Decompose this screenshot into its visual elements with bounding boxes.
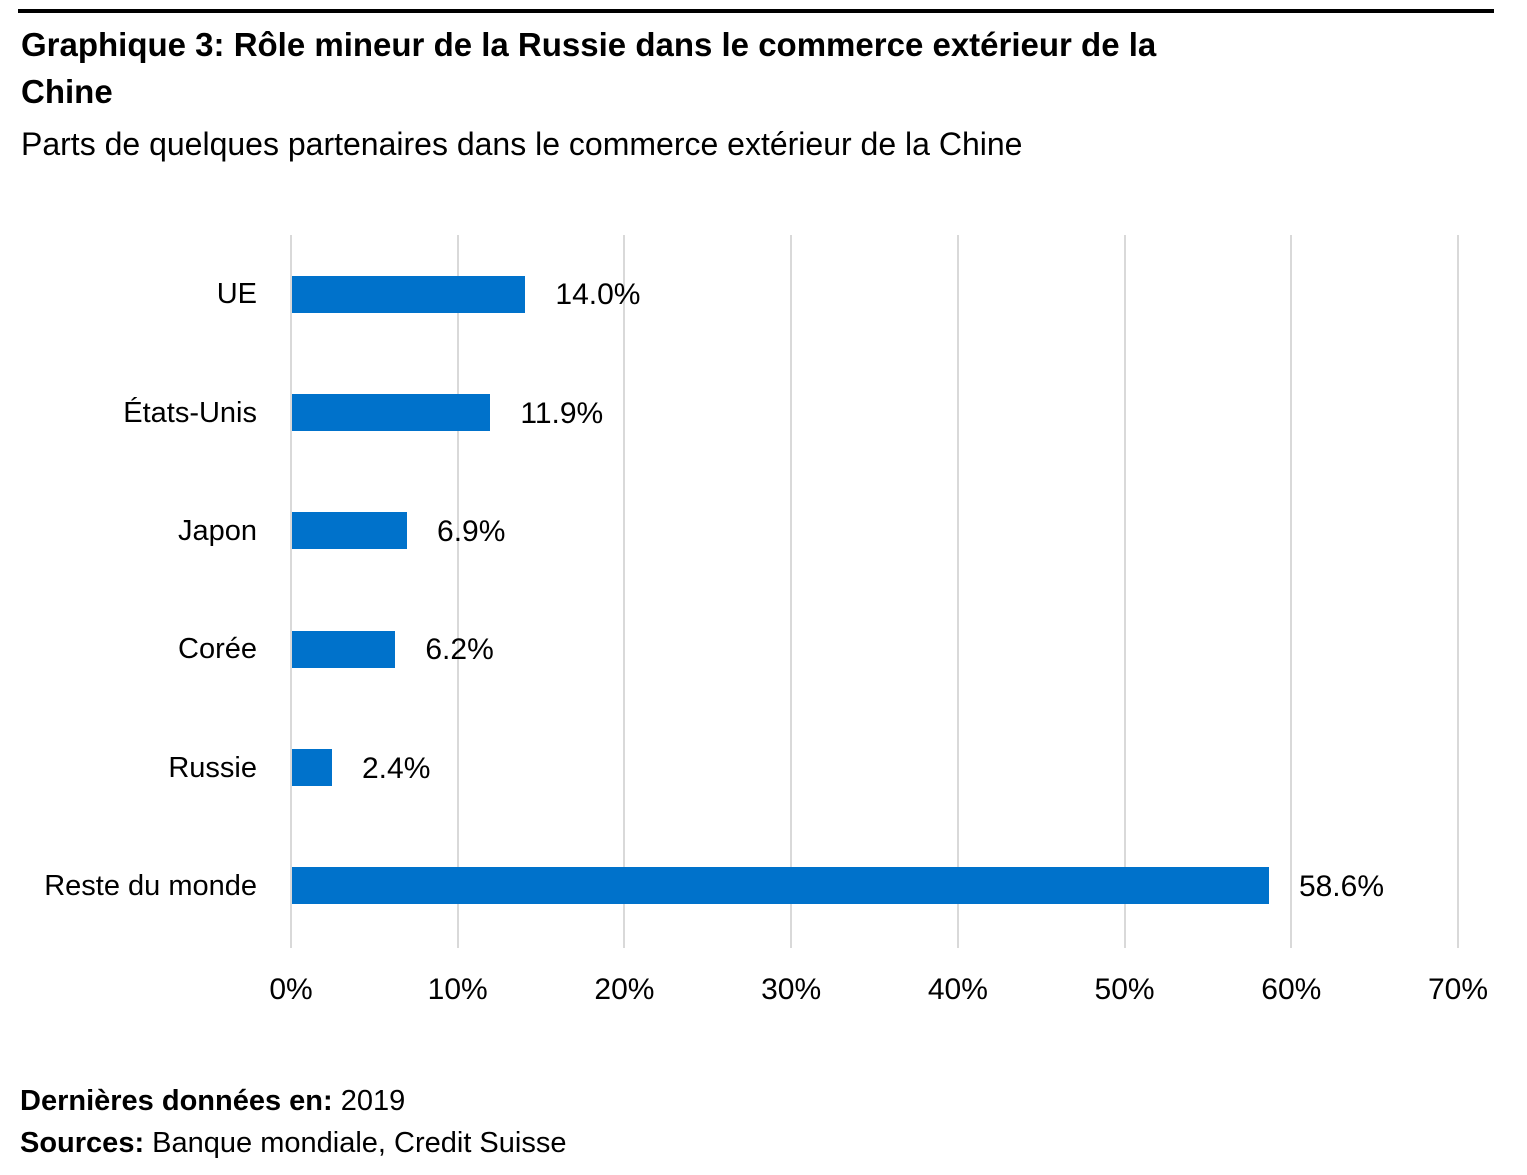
x-axis-tick-label: 40% [927, 973, 988, 1006]
x-axis-tick-label: 0% [269, 973, 313, 1006]
gridline [290, 235, 292, 948]
value-label: 6.9% [437, 514, 506, 548]
gridline [1123, 235, 1126, 948]
bar [292, 867, 1269, 905]
category-label: États-Unis [123, 396, 257, 429]
top-rule [18, 9, 1494, 13]
plot-area: UE 14.0% États-Unis 11.9% Japon 6.9% Corée 6.2%… [0, 235, 1527, 948]
bar [292, 749, 332, 786]
x-axis-tick-label: 60% [1261, 973, 1322, 1006]
footer-sources: Sources: Banque mondiale, Credit Suisse [20, 1126, 566, 1160]
category-label: Corée [178, 633, 257, 666]
category-label: UE [216, 278, 257, 311]
bar [292, 275, 526, 313]
footer-last-data-value: 2019 [340, 1085, 406, 1117]
chart-title-line2: Chine [21, 73, 113, 110]
footer-sources-label: Sources: [20, 1127, 145, 1159]
category-label: Japon [177, 514, 257, 547]
footer-sources-value: Banque mondiale, Credit Suisse [152, 1127, 567, 1159]
gridline [956, 235, 959, 948]
bar [292, 394, 491, 431]
value-label: 6.2% [425, 633, 494, 667]
gridline [1290, 235, 1293, 948]
category-label: Russie [168, 751, 257, 784]
x-axis-tick-label: 50% [1094, 973, 1155, 1006]
bar [292, 630, 396, 668]
bar [292, 512, 408, 550]
gridline [790, 235, 793, 948]
value-label: 14.0% [555, 278, 641, 312]
x-axis-tick-label: 10% [427, 973, 488, 1006]
value-label: 2.4% [362, 751, 431, 785]
value-label: 58.6% [1298, 869, 1385, 903]
footer-last-data: Dernières données en: 2019 [20, 1084, 405, 1118]
category-label: Reste du monde [44, 869, 257, 902]
gridline [1457, 235, 1459, 948]
x-axis-tick-label: 30% [761, 973, 822, 1006]
value-label: 11.9% [520, 396, 604, 430]
footer-last-data-label: Dernières données en: [20, 1085, 333, 1117]
x-axis-tick-label: 20% [594, 973, 655, 1006]
gridline [456, 235, 459, 948]
gridline [623, 235, 626, 948]
chart-subtitle: Parts de quelques partenaires dans le co… [21, 126, 1023, 162]
chart-title-line1: Graphique 3: Rôle mineur de la Russie da… [21, 26, 1157, 63]
x-axis-tick-label: 70% [1427, 973, 1489, 1006]
